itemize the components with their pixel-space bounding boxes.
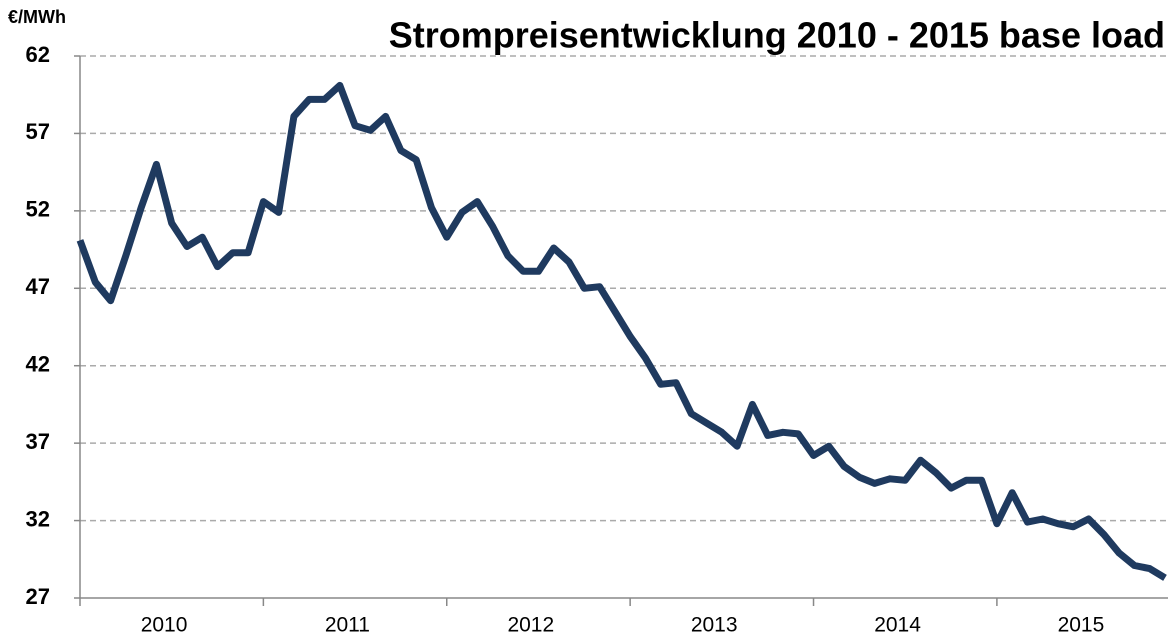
data-line (76, 81, 1167, 581)
x-tick-label: 2013 (691, 614, 738, 637)
y-tick-label: 37 (26, 429, 50, 454)
y-tick-label: 62 (26, 42, 50, 67)
y-tick-label: 42 (26, 352, 50, 377)
y-axis-label: €/MWh (8, 7, 66, 27)
x-tick-label: 2011 (325, 614, 370, 637)
y-tick-label: 47 (26, 274, 50, 299)
y-tick-label: 52 (26, 197, 50, 222)
y-tick-label: 27 (26, 584, 50, 609)
x-tick-label: 2012 (507, 614, 554, 637)
x-tick-label: 2014 (874, 614, 921, 637)
y-tick-label: 57 (26, 119, 50, 144)
x-tick-label: 2015 (1058, 614, 1105, 637)
chart-title: Strompreisentwicklung 2010 - 2015 base l… (389, 15, 1165, 56)
y-tick-label: 32 (26, 506, 50, 531)
x-tick-label: 2010 (141, 614, 188, 637)
